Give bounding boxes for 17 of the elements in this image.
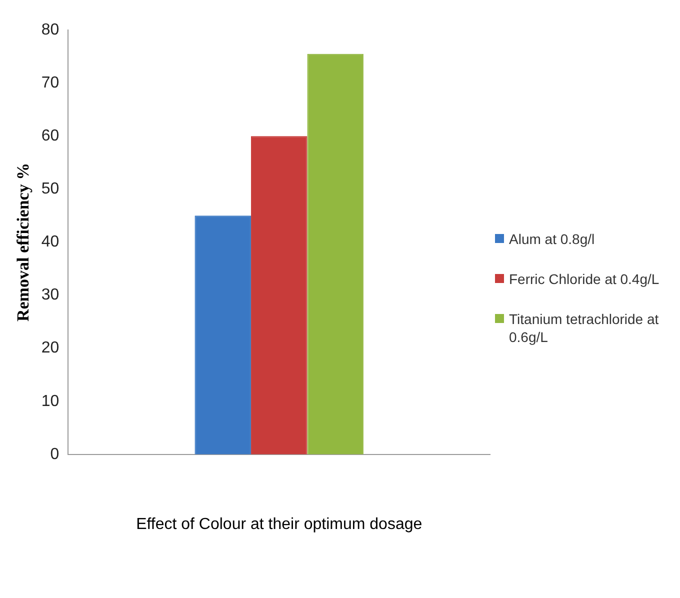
y-axis-title: Removal efficiency %	[14, 162, 33, 322]
y-tick-label: 20	[41, 340, 60, 357]
x-axis-title: Effect of Colour at their optimum dosage	[136, 516, 422, 533]
y-tick-label: 80	[41, 21, 60, 38]
y-tick-label: 70	[41, 74, 60, 92]
bar	[194, 216, 251, 454]
y-tick-label: 60	[41, 128, 60, 145]
bar	[307, 54, 364, 454]
y-tick-label: 50	[41, 180, 60, 198]
legend-label: Alum at 0.8g/l	[509, 230, 595, 248]
legend-label: Ferric Chloride at 0.4g/L	[509, 270, 660, 288]
y-tick-label: 40	[41, 234, 60, 251]
y-tick-label: 0	[50, 446, 60, 463]
legend-label: Titanium tetrachloride at 0.6g/L	[509, 310, 660, 346]
bar	[250, 136, 308, 454]
y-tick-label: 30	[41, 286, 60, 304]
y-tick-label: 10	[41, 392, 60, 410]
